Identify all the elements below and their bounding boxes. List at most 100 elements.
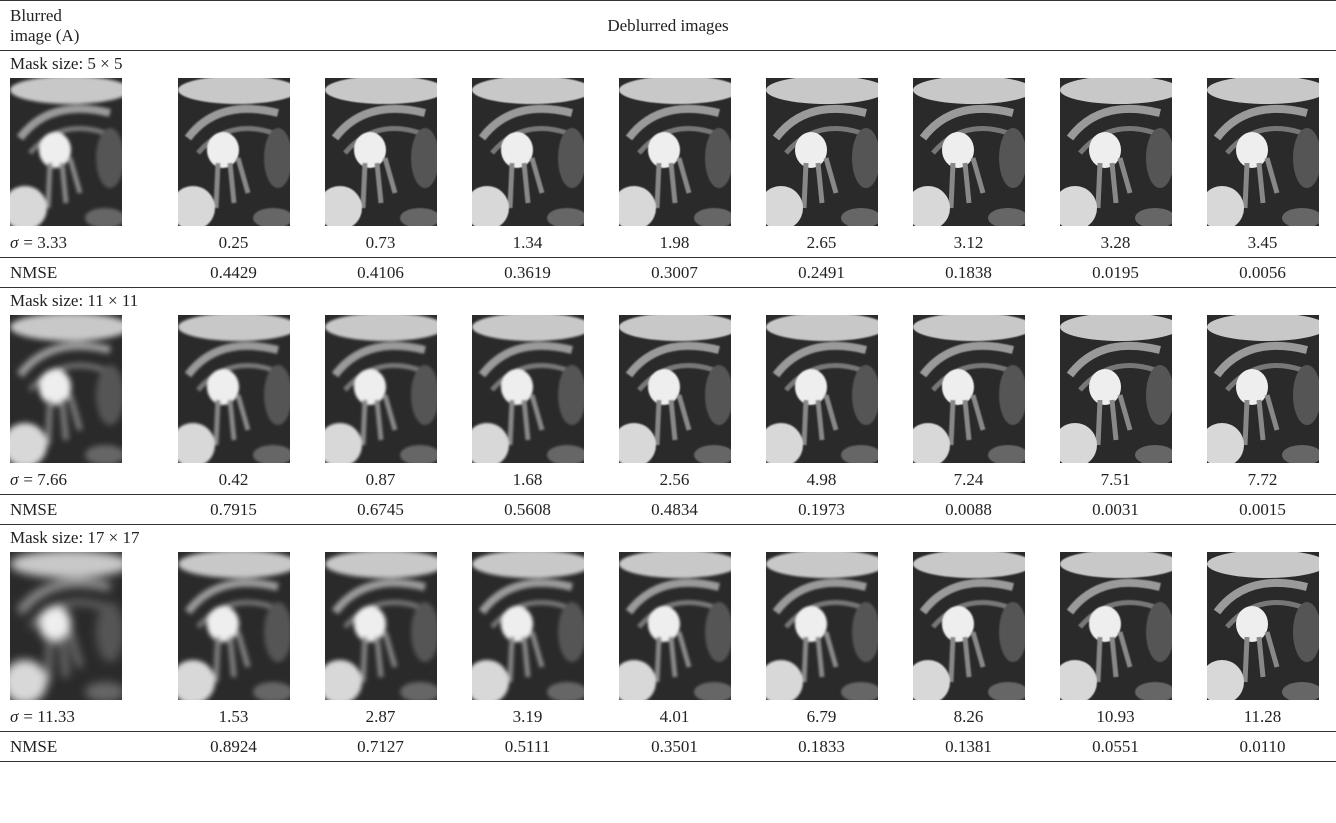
satellite-image bbox=[766, 552, 878, 700]
image-cell bbox=[307, 550, 454, 702]
nmse-value: 0.0088 bbox=[895, 495, 1042, 525]
sigma-label-cell: σ= 7.66 bbox=[0, 465, 160, 495]
header-deblurred: Deblurred images bbox=[160, 1, 1336, 51]
satellite-image bbox=[10, 78, 122, 226]
image-cell bbox=[1189, 76, 1336, 228]
image-cell bbox=[601, 76, 748, 228]
sigma-value: 10.93 bbox=[1042, 702, 1189, 732]
cloud bbox=[648, 132, 680, 168]
satellite-image bbox=[10, 315, 122, 463]
sigma-value: 7.72 bbox=[1189, 465, 1336, 495]
sigma-value: 3.12 bbox=[895, 228, 1042, 258]
image-cell bbox=[895, 313, 1042, 465]
cloud bbox=[39, 606, 71, 642]
image-cell bbox=[1042, 313, 1189, 465]
satellite-image bbox=[472, 78, 584, 226]
image-cell bbox=[307, 313, 454, 465]
sigma-value: 11.28 bbox=[1189, 702, 1336, 732]
sigma-row: σ= 7.660.420.871.682.564.987.247.517.72 bbox=[0, 465, 1336, 495]
cloud bbox=[207, 369, 239, 405]
satellite-image bbox=[1060, 315, 1172, 463]
sigma-value: 0.25 bbox=[160, 228, 307, 258]
image-cell bbox=[454, 313, 601, 465]
satellite-image bbox=[1207, 315, 1319, 463]
sigma-label: = 3.33 bbox=[23, 233, 67, 252]
image-cell bbox=[1042, 76, 1189, 228]
nmse-value: 0.8924 bbox=[160, 732, 307, 762]
nmse-label: NMSE bbox=[0, 495, 160, 525]
nmse-value: 0.1973 bbox=[748, 495, 895, 525]
image-row bbox=[0, 76, 1336, 228]
image-cell bbox=[1189, 550, 1336, 702]
sigma-value: 4.01 bbox=[601, 702, 748, 732]
image-cell bbox=[160, 550, 307, 702]
satellite-image bbox=[1060, 78, 1172, 226]
sigma-value: 3.28 bbox=[1042, 228, 1189, 258]
nmse-value: 0.5608 bbox=[454, 495, 601, 525]
cloud bbox=[1089, 369, 1121, 405]
cloud bbox=[648, 369, 680, 405]
cloud bbox=[354, 132, 386, 168]
nmse-row: NMSE0.44290.41060.36190.30070.24910.1838… bbox=[0, 258, 1336, 288]
satellite-image bbox=[619, 552, 731, 700]
cloud bbox=[942, 132, 974, 168]
section-label-row: Mask size: 11 × 11 bbox=[0, 288, 1336, 314]
nmse-value: 0.0110 bbox=[1189, 732, 1336, 762]
sigma-label-cell: σ= 3.33 bbox=[0, 228, 160, 258]
image-cell bbox=[0, 313, 160, 465]
satellite-image bbox=[619, 78, 731, 226]
page: {"header": {"blurred": "Blurred image (A… bbox=[0, 0, 1336, 823]
nmse-value: 0.7127 bbox=[307, 732, 454, 762]
sigma-symbol: σ bbox=[10, 470, 18, 489]
section-label: Mask size: 11 × 11 bbox=[0, 288, 1336, 314]
sigma-value: 2.65 bbox=[748, 228, 895, 258]
sigma-row: σ= 11.331.532.873.194.016.798.2610.9311.… bbox=[0, 702, 1336, 732]
nmse-value: 0.3007 bbox=[601, 258, 748, 288]
nmse-row: NMSE0.79150.67450.56080.48340.19730.0088… bbox=[0, 495, 1336, 525]
nmse-value: 0.0195 bbox=[1042, 258, 1189, 288]
image-cell bbox=[895, 76, 1042, 228]
image-cell bbox=[895, 550, 1042, 702]
nmse-value: 0.3501 bbox=[601, 732, 748, 762]
sigma-value: 1.34 bbox=[454, 228, 601, 258]
sigma-label: = 11.33 bbox=[23, 707, 74, 726]
sigma-value: 7.24 bbox=[895, 465, 1042, 495]
satellite-image bbox=[913, 552, 1025, 700]
cloud bbox=[1236, 132, 1268, 168]
section-label: Mask size: 5 × 5 bbox=[0, 51, 1336, 77]
sigma-value: 1.68 bbox=[454, 465, 601, 495]
cloud bbox=[795, 369, 827, 405]
nmse-value: 0.3619 bbox=[454, 258, 601, 288]
image-cell bbox=[0, 550, 160, 702]
sigma-value: 4.98 bbox=[748, 465, 895, 495]
image-cell bbox=[307, 76, 454, 228]
cloud bbox=[207, 606, 239, 642]
sigma-row: σ= 3.330.250.731.341.982.653.123.283.45 bbox=[0, 228, 1336, 258]
satellite-image bbox=[178, 315, 290, 463]
sigma-value: 0.73 bbox=[307, 228, 454, 258]
satellite-image bbox=[1060, 552, 1172, 700]
nmse-label: NMSE bbox=[0, 732, 160, 762]
image-cell bbox=[160, 76, 307, 228]
section-label-row: Mask size: 17 × 17 bbox=[0, 525, 1336, 551]
satellite-image bbox=[178, 78, 290, 226]
sigma-value: 0.87 bbox=[307, 465, 454, 495]
cloud bbox=[354, 369, 386, 405]
satellite-image bbox=[913, 78, 1025, 226]
satellite-image bbox=[619, 315, 731, 463]
sigma-symbol: σ bbox=[10, 707, 18, 726]
cloud bbox=[942, 606, 974, 642]
image-cell bbox=[748, 76, 895, 228]
sigma-value: 0.42 bbox=[160, 465, 307, 495]
image-cell bbox=[454, 76, 601, 228]
sigma-value: 1.53 bbox=[160, 702, 307, 732]
image-cell bbox=[160, 313, 307, 465]
image-row bbox=[0, 550, 1336, 702]
nmse-label: NMSE bbox=[0, 258, 160, 288]
image-cell bbox=[454, 550, 601, 702]
sigma-value: 3.19 bbox=[454, 702, 601, 732]
nmse-value: 0.1381 bbox=[895, 732, 1042, 762]
sigma-value: 3.45 bbox=[1189, 228, 1336, 258]
cloud bbox=[1236, 606, 1268, 642]
